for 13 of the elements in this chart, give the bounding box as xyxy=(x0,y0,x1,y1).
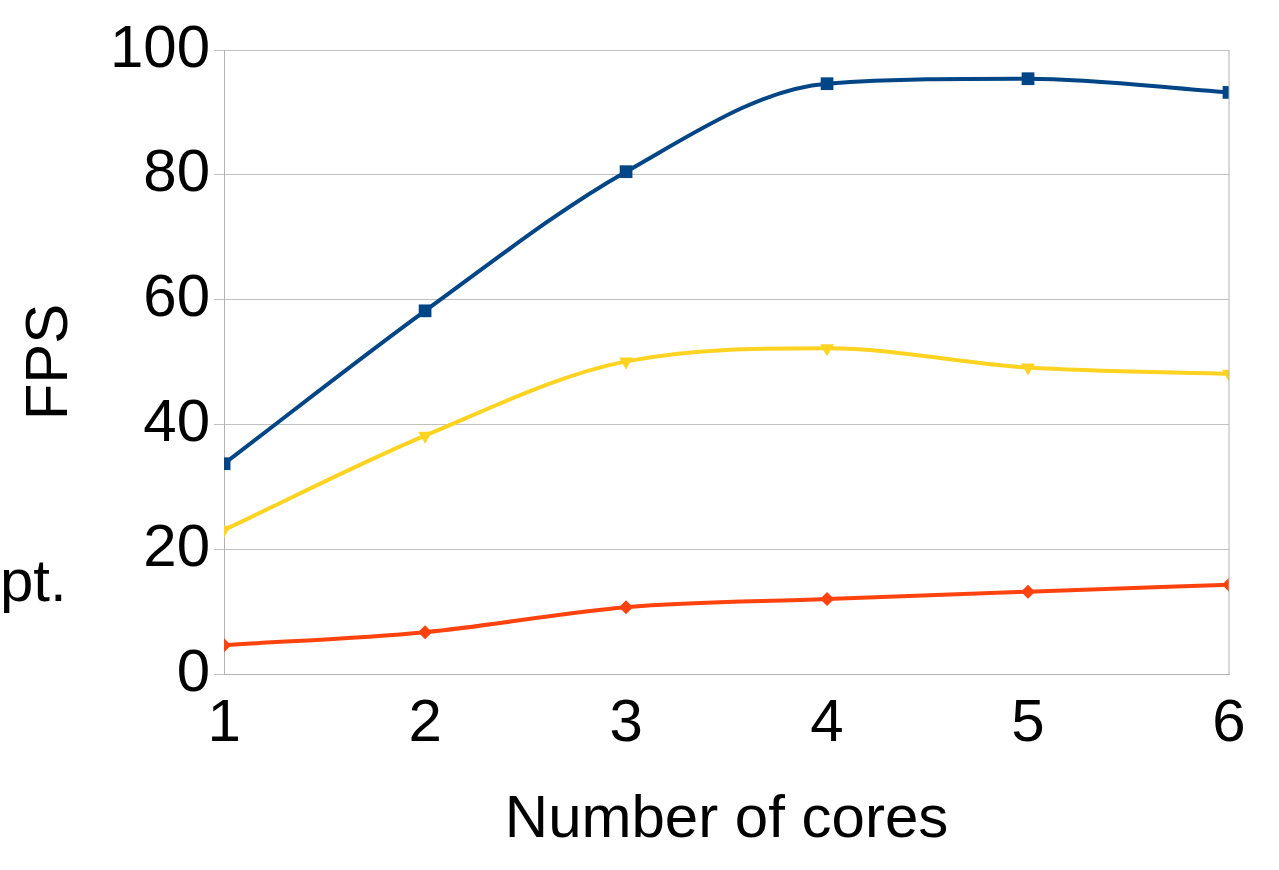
x-axis-title: Number of cores xyxy=(504,782,949,850)
y-axis-title: FPS xyxy=(12,303,80,421)
x-tick-label: 5 xyxy=(1011,686,1045,754)
x-tick-label: 4 xyxy=(810,686,844,754)
x-tick-label: 2 xyxy=(408,686,442,754)
y-tick-label: 60 xyxy=(143,262,211,330)
x-tick-label: 3 xyxy=(609,686,643,754)
text: pt. xyxy=(0,546,67,614)
y-tick-label: 100 xyxy=(110,12,211,80)
y-tick-label: 80 xyxy=(143,137,211,205)
y-tick-label: 20 xyxy=(143,511,211,579)
y-tick-label: 40 xyxy=(143,386,211,454)
x-tick-label: 6 xyxy=(1212,686,1246,754)
